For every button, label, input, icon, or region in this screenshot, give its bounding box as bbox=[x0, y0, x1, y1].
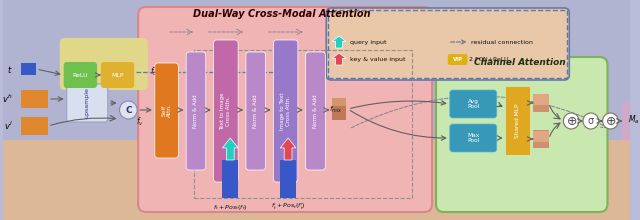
Text: VIP: VIP bbox=[452, 57, 463, 62]
Text: key & value input: key & value input bbox=[350, 57, 405, 62]
Text: Avg
Pool: Avg Pool bbox=[467, 99, 479, 109]
FancyBboxPatch shape bbox=[436, 57, 607, 212]
Bar bbox=[332, 98, 346, 120]
Text: Norm & Add: Norm & Add bbox=[313, 94, 318, 128]
Text: Max
Pool: Max Pool bbox=[467, 133, 479, 143]
Polygon shape bbox=[280, 138, 296, 160]
Bar bbox=[533, 131, 548, 142]
Bar bbox=[533, 94, 548, 112]
Bar bbox=[20, 90, 48, 108]
FancyBboxPatch shape bbox=[450, 90, 497, 118]
Circle shape bbox=[563, 113, 579, 129]
Text: $f_t$: $f_t$ bbox=[150, 66, 157, 78]
Text: $t$: $t$ bbox=[7, 64, 13, 75]
Bar bbox=[223, 160, 238, 198]
Bar bbox=[506, 87, 530, 155]
Text: σ: σ bbox=[588, 116, 594, 125]
Polygon shape bbox=[332, 36, 346, 48]
FancyBboxPatch shape bbox=[64, 62, 97, 88]
FancyBboxPatch shape bbox=[306, 52, 325, 170]
Text: Norm & Add: Norm & Add bbox=[193, 94, 198, 128]
Circle shape bbox=[583, 113, 598, 129]
FancyBboxPatch shape bbox=[214, 40, 238, 182]
FancyBboxPatch shape bbox=[138, 7, 432, 212]
FancyBboxPatch shape bbox=[326, 8, 570, 80]
Bar bbox=[533, 94, 548, 105]
Bar bbox=[20, 117, 48, 135]
Text: 2 FCN+ReLU: 2 FCN+ReLU bbox=[469, 57, 509, 62]
Text: Text to Image
Cross Attn.: Text to Image Cross Attn. bbox=[220, 92, 231, 130]
Bar bbox=[328, 10, 567, 78]
FancyBboxPatch shape bbox=[186, 52, 206, 170]
Text: Dual-Way Cross-Modal Attention: Dual-Way Cross-Modal Attention bbox=[193, 9, 371, 19]
Bar bbox=[280, 160, 296, 198]
FancyBboxPatch shape bbox=[101, 62, 134, 88]
Text: $M_a$: $M_a$ bbox=[628, 114, 639, 126]
Circle shape bbox=[603, 113, 618, 129]
Text: $f_t' + Pos_t(f_t')$: $f_t' + Pos_t(f_t')$ bbox=[271, 202, 305, 212]
Bar bbox=[194, 50, 412, 198]
Polygon shape bbox=[332, 53, 346, 65]
Text: MLP: MLP bbox=[111, 73, 124, 77]
Text: Norm & Add: Norm & Add bbox=[253, 94, 258, 128]
Text: Self
Attn.: Self Attn. bbox=[161, 104, 172, 117]
Text: $f_t + Pos_t(f_t)$: $f_t + Pos_t(f_t)$ bbox=[213, 203, 248, 212]
Bar bbox=[533, 130, 548, 148]
Text: ReLU: ReLU bbox=[72, 73, 88, 77]
FancyBboxPatch shape bbox=[246, 52, 266, 170]
Text: $f_{mix}$: $f_{mix}$ bbox=[329, 105, 343, 115]
Text: upsample: upsample bbox=[84, 88, 90, 118]
Text: $\oplus$: $\oplus$ bbox=[566, 114, 577, 128]
Circle shape bbox=[120, 101, 137, 119]
Text: query input: query input bbox=[350, 40, 387, 44]
Text: Image to Text
Cross Attn.: Image to Text Cross Attn. bbox=[280, 92, 291, 130]
Polygon shape bbox=[223, 138, 238, 160]
Text: residual connection: residual connection bbox=[471, 40, 533, 44]
Bar bbox=[332, 98, 346, 106]
FancyBboxPatch shape bbox=[273, 40, 298, 182]
FancyBboxPatch shape bbox=[60, 38, 148, 90]
FancyBboxPatch shape bbox=[67, 84, 108, 122]
Text: C: C bbox=[125, 106, 132, 114]
FancyBboxPatch shape bbox=[450, 124, 497, 152]
Text: $\oplus$: $\oplus$ bbox=[605, 114, 616, 128]
Text: $v^h$: $v^h$ bbox=[2, 93, 13, 105]
Bar bbox=[622, 102, 630, 140]
Text: Channel Attention: Channel Attention bbox=[474, 58, 565, 67]
FancyBboxPatch shape bbox=[155, 63, 179, 158]
Text: $f_v$: $f_v$ bbox=[136, 116, 144, 128]
FancyBboxPatch shape bbox=[448, 54, 467, 65]
Bar bbox=[3, 140, 630, 220]
Bar bbox=[20, 63, 36, 75]
Text: Shared MLP: Shared MLP bbox=[515, 104, 520, 138]
Text: $v^l$: $v^l$ bbox=[4, 120, 13, 132]
